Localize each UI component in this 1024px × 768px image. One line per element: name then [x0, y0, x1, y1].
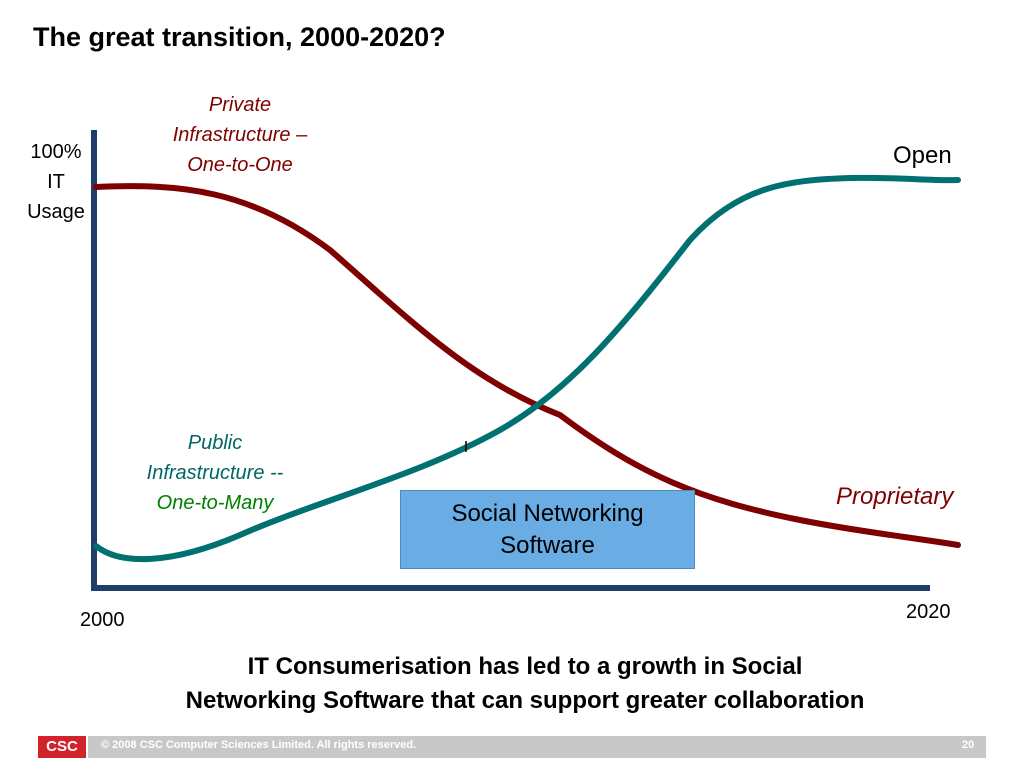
private-label-line2-italic: Infrastructure: [172, 124, 291, 146]
y-axis-label-line2: IT: [47, 171, 65, 193]
y-axis-label: 100% IT Usage: [15, 137, 97, 227]
y-axis-label-line1: 100%: [30, 141, 82, 163]
csc-logo: CSC: [38, 736, 86, 758]
private-label-line3: One-to-One: [187, 154, 293, 176]
caption-line2: Networking Software that can support gre…: [185, 687, 865, 714]
open-label: Open: [893, 142, 952, 169]
public-label-line3: One-to-Many: [156, 492, 274, 514]
proprietary-label: Proprietary: [836, 483, 954, 510]
slide-caption: IT Consumerisation has led to a growth i…: [80, 650, 970, 718]
public-label-line1: Public: [187, 432, 243, 454]
box-text-line1: Social Networking: [451, 499, 644, 527]
private-infrastructure-label: Private Infrastructure – One-to-One: [140, 90, 340, 180]
social-networking-box: Social Networking Software: [400, 490, 695, 569]
private-label-line2-dash: –: [290, 124, 308, 146]
public-curve: [93, 174, 961, 563]
caption-line1: IT Consumerisation has led to a growth i…: [247, 653, 803, 680]
slide-title: The great transition, 2000-2020?: [33, 22, 446, 52]
box-text-line2: Software: [500, 531, 595, 559]
page-number: 20: [962, 739, 975, 751]
x-axis-start-label: 2000: [80, 609, 125, 631]
footer-copyright: © 2008 CSC Computer Sciences Limited. Al…: [101, 739, 417, 751]
private-label-line1: Private: [208, 94, 272, 116]
private-label-line2: Infrastructure –: [140, 120, 340, 150]
x-axis-end-label: 2020: [906, 601, 951, 623]
private-curve: [93, 183, 961, 548]
public-infrastructure-label: Public Infrastructure -- One-to-Many: [110, 428, 320, 518]
public-label-line2: Infrastructure --: [146, 462, 284, 484]
footer-bar: [88, 736, 986, 758]
y-axis-label-line3: Usage: [27, 201, 85, 223]
